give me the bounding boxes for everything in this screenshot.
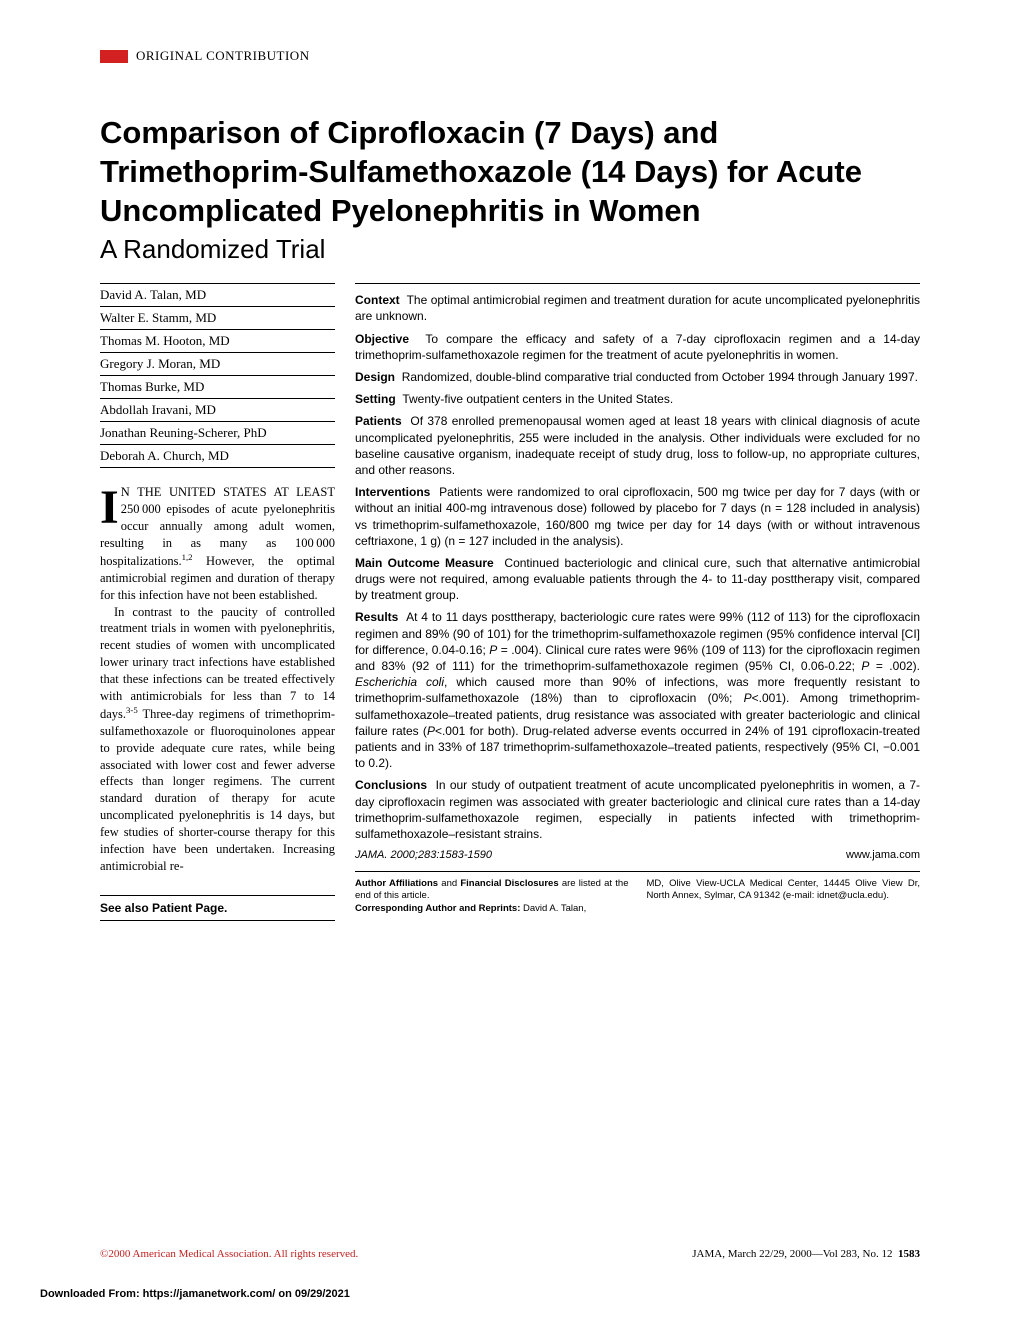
author-list: David A. Talan, MD Walter E. Stamm, MD T… bbox=[100, 283, 335, 468]
download-note: Downloaded From: https://jamanetwork.com… bbox=[40, 1288, 350, 1300]
section-header: ORIGINAL CONTRIBUTION bbox=[100, 48, 920, 64]
abstract-objective: Objective To compare the efficacy and sa… bbox=[355, 331, 920, 363]
body-text: IN THE UNITED STATES AT LEAST 250 000 ep… bbox=[100, 484, 335, 874]
page-footer: ©2000 American Medical Association. All … bbox=[100, 1248, 920, 1260]
body-p1: 250 000 episodes of acute pyelonephritis… bbox=[100, 502, 335, 602]
abstract-conclusions: Conclusions In our study of outpatient t… bbox=[355, 777, 920, 842]
author: David A. Talan, MD bbox=[100, 283, 335, 307]
affiliations-left: Author Affiliations and Financial Disclo… bbox=[355, 878, 629, 915]
see-also-box: See also Patient Page. bbox=[100, 895, 335, 921]
abstract-design: Design Randomized, double-blind comparat… bbox=[355, 369, 920, 385]
page-info: JAMA, March 22/29, 2000—Vol 283, No. 12 … bbox=[692, 1248, 920, 1260]
abstract-outcome: Main Outcome Measure Continued bacteriol… bbox=[355, 555, 920, 604]
abstract-results: Results At 4 to 11 days posttherapy, bac… bbox=[355, 609, 920, 771]
abstract-results-text: At 4 to 11 days posttherapy, bacteriolog… bbox=[355, 610, 920, 770]
author: Walter E. Stamm, MD bbox=[100, 307, 335, 330]
left-column: David A. Talan, MD Walter E. Stamm, MD T… bbox=[100, 283, 335, 920]
abstract-context: Context The optimal antimicrobial regime… bbox=[355, 292, 920, 324]
author: Abdollah Iravani, MD bbox=[100, 399, 335, 422]
affiliations: Author Affiliations and Financial Disclo… bbox=[355, 878, 920, 915]
abstract-interventions: Interventions Patients were randomized t… bbox=[355, 484, 920, 549]
lead-smallcaps: N THE UNITED STATES AT LEAST bbox=[121, 485, 335, 499]
body-p2: In contrast to the paucity of controlled… bbox=[100, 604, 335, 875]
author: Thomas M. Hooton, MD bbox=[100, 330, 335, 353]
main-columns: David A. Talan, MD Walter E. Stamm, MD T… bbox=[100, 283, 920, 920]
abstract-setting: Setting Twenty-five outpatient centers i… bbox=[355, 391, 920, 407]
citation-url: www.jama.com bbox=[846, 848, 920, 863]
copyright: ©2000 American Medical Association. All … bbox=[100, 1248, 358, 1260]
section-label: ORIGINAL CONTRIBUTION bbox=[136, 48, 310, 64]
abstract-citation: JAMA. 2000;283:1583-1590 www.jama.com bbox=[355, 848, 920, 863]
affiliations-right: MD, Olive View-UCLA Medical Center, 1444… bbox=[647, 878, 921, 915]
abstract-patients: Patients Of 378 enrolled premenopausal w… bbox=[355, 413, 920, 478]
article-title: Comparison of Ciprofloxacin (7 Days) and… bbox=[100, 114, 920, 230]
right-column: Context The optimal antimicrobial regime… bbox=[355, 283, 920, 920]
author: Deborah A. Church, MD bbox=[100, 445, 335, 468]
author: Thomas Burke, MD bbox=[100, 376, 335, 399]
abstract-box: Context The optimal antimicrobial regime… bbox=[355, 283, 920, 872]
author: Jonathan Reuning-Scherer, PhD bbox=[100, 422, 335, 445]
article-subtitle: A Randomized Trial bbox=[100, 234, 920, 265]
red-accent-block bbox=[100, 50, 128, 63]
author: Gregory J. Moran, MD bbox=[100, 353, 335, 376]
citation-text: JAMA. 2000;283:1583-1590 bbox=[355, 848, 492, 863]
dropcap: I bbox=[100, 484, 121, 529]
